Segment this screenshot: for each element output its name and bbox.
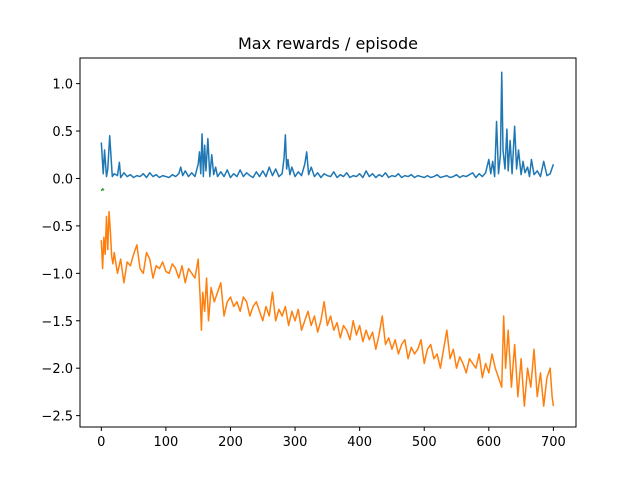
y-tick-label: 0.0: [52, 172, 73, 187]
series-line-1: [100, 71, 555, 179]
y-tick-label: 1.0: [52, 78, 73, 93]
y-axis: −2.5 −2.0 −1.5 −1.0 −0.5 0.0 0.5 1.0: [41, 78, 80, 425]
y-tick-label: −0.5: [41, 220, 73, 235]
y-tick-label: −1.0: [41, 267, 73, 282]
x-tick-label: 100: [153, 435, 178, 450]
x-tick-label: 400: [347, 435, 372, 450]
x-tick-label: 300: [283, 435, 308, 450]
chart-title: Max rewards / episode: [238, 34, 418, 53]
y-tick-label: −1.5: [41, 315, 73, 330]
series-line-3: [100, 188, 105, 192]
x-tick-label: 0: [97, 435, 105, 450]
x-axis: 0 100 200 300 400 500 600 700: [97, 427, 566, 450]
x-tick-label: 600: [476, 435, 501, 450]
y-tick-label: −2.0: [41, 362, 73, 377]
series-line-2: [100, 210, 555, 407]
y-tick-label: −2.5: [41, 410, 73, 425]
x-tick-label: 500: [412, 435, 437, 450]
x-tick-label: 200: [218, 435, 243, 450]
y-tick-label: 0.5: [52, 125, 73, 140]
plot-frame: [79, 57, 577, 428]
x-tick-label: 700: [541, 435, 566, 450]
